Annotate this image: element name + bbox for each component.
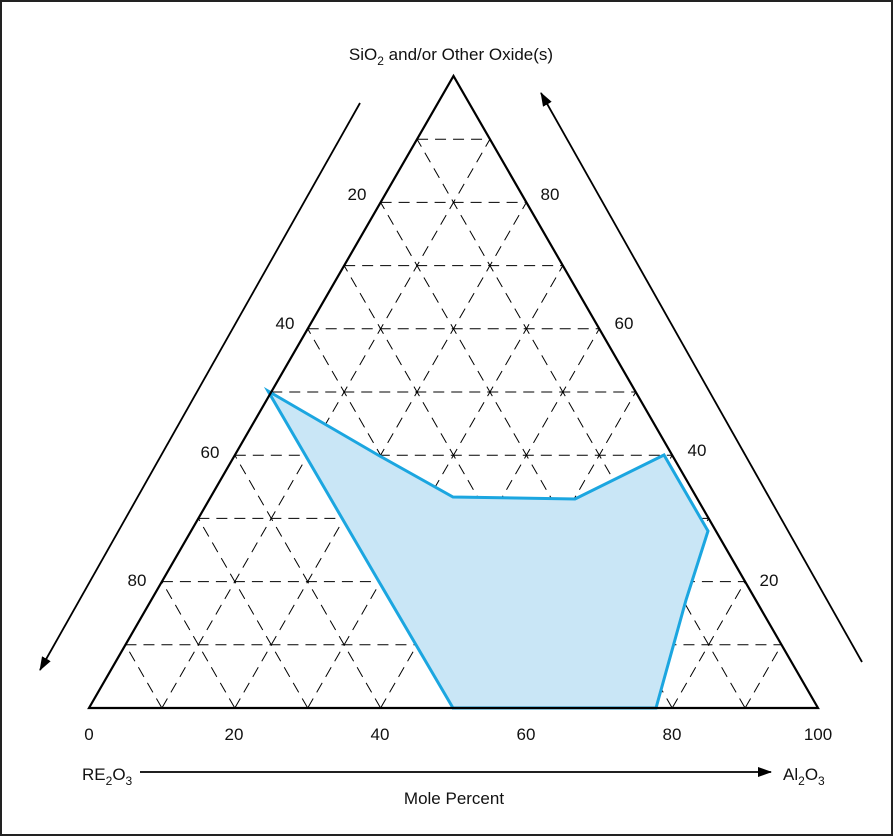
left-edge-tick-label: 60: [201, 443, 220, 462]
left-side-arrow: [39, 102, 361, 671]
bottom-tick-label: 20: [225, 725, 244, 744]
grid-line: [161, 581, 236, 709]
mole-percent-caption: Mole Percent: [404, 789, 504, 808]
right-edge-tick-label: 80: [541, 185, 560, 204]
left-edge-tick-label: 80: [128, 571, 147, 590]
left-edge-tick-label: 20: [348, 185, 367, 204]
left-edge-tick-labels: 20 40 60 80: [128, 185, 367, 590]
grid-line: [197, 518, 309, 709]
right-side-arrow: [540, 92, 863, 663]
bottom-tick-label: 80: [663, 725, 682, 744]
top-vertex-label: SiO2 and/or Other Oxide(s): [349, 45, 553, 68]
left-axis-label: RE2O3: [82, 765, 133, 788]
grid-line: [125, 644, 163, 709]
bottom-tick-label: 0: [84, 725, 93, 744]
right-axis-label: Al2O3: [783, 765, 825, 788]
right-edge-tick-label: 60: [615, 314, 634, 333]
bottom-tick-labels: 0 20 40 60 80 100: [84, 725, 832, 744]
grid-line: [343, 265, 600, 709]
grid-line: [234, 454, 382, 709]
bottom-tick-label: 40: [371, 725, 390, 744]
grid-line: [416, 138, 746, 709]
triangle-outline: [87, 73, 820, 710]
right-edge-tick-label: 20: [760, 571, 779, 590]
bottom-tick-label: 100: [804, 725, 832, 744]
bottom-tick-label: 60: [517, 725, 536, 744]
right-edge-tick-label: 40: [688, 441, 707, 460]
right-edge-tick-labels: 80 60 40 20: [541, 185, 779, 590]
left-edge-tick-label: 40: [276, 314, 295, 333]
composition-region: [263, 386, 710, 710]
grid-line: [744, 644, 782, 709]
